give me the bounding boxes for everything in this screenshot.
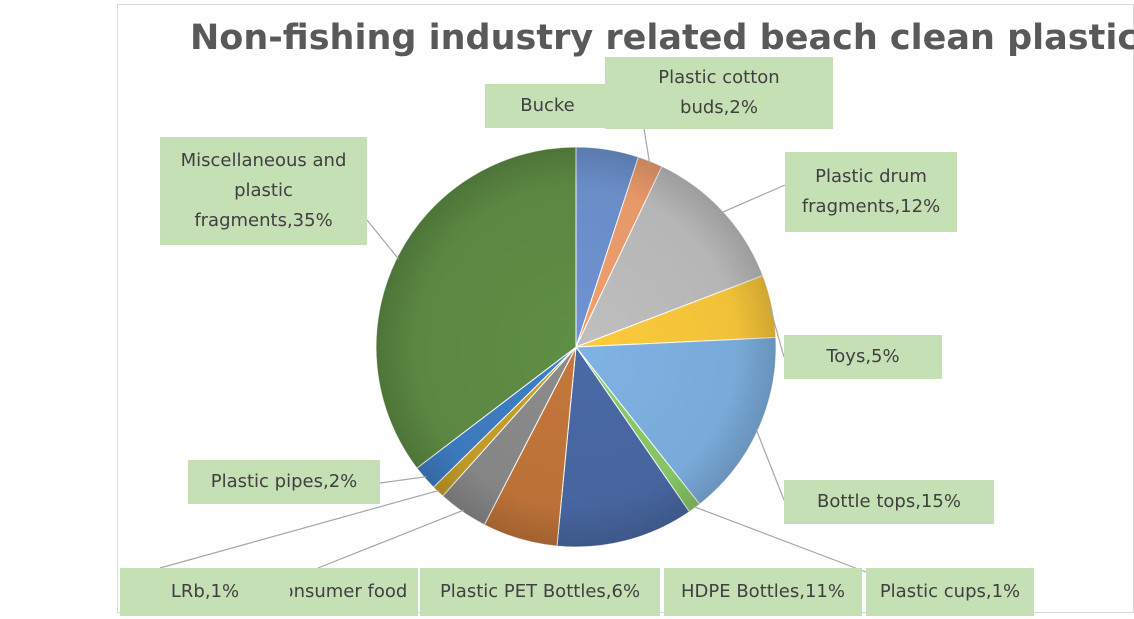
data-label: Bottle tops,15%: [784, 480, 994, 524]
leader-line: [721, 184, 786, 214]
data-label: Miscellaneous and plastic fragments,35%: [160, 137, 367, 245]
chart-title: Non-fishing industry related beach clean…: [190, 18, 1134, 58]
leader-line: [159, 489, 440, 569]
data-label-text: Plastic PET Bottles,6%: [439, 581, 641, 602]
leader-line: [769, 306, 785, 358]
data-label-text: Toys,5%: [826, 346, 900, 367]
data-label: Plastic drum fragments,12%: [785, 152, 957, 232]
leader-line: [366, 219, 400, 260]
data-label: Plastic PET Bottles,6%: [420, 568, 660, 616]
data-label-text: Plastic drum fragments,12%: [801, 166, 941, 217]
data-label: Bucke: [485, 84, 610, 128]
data-label: HDPE Bottles,11%: [664, 568, 862, 616]
data-label-text: LRb,1%: [170, 581, 240, 602]
data-label-text: Plastic cups,1%: [879, 581, 1021, 602]
data-label: Plastic cups,1%: [866, 568, 1034, 616]
data-label-text: Plastic cotton buds,2%: [658, 67, 780, 118]
leader-line: [379, 476, 427, 484]
leader-line: [755, 429, 785, 501]
data-label: LRb,1%: [120, 568, 290, 616]
data-label-text: Bottle tops,15%: [817, 491, 961, 512]
data-label: Toys,5%: [784, 335, 942, 379]
data-label: Plastic cotton buds,2%: [605, 57, 833, 129]
leader-line: [693, 505, 867, 573]
data-label-text: Bucke: [520, 95, 575, 116]
data-label-text: HDPE Bottles,11%: [680, 581, 845, 602]
data-label-text: Miscellaneous and plastic fragments,35%: [180, 150, 347, 231]
data-label: Plastic pipes,2%: [188, 460, 380, 504]
leader-line: [317, 509, 464, 569]
data-label-text: Plastic pipes,2%: [210, 471, 358, 492]
